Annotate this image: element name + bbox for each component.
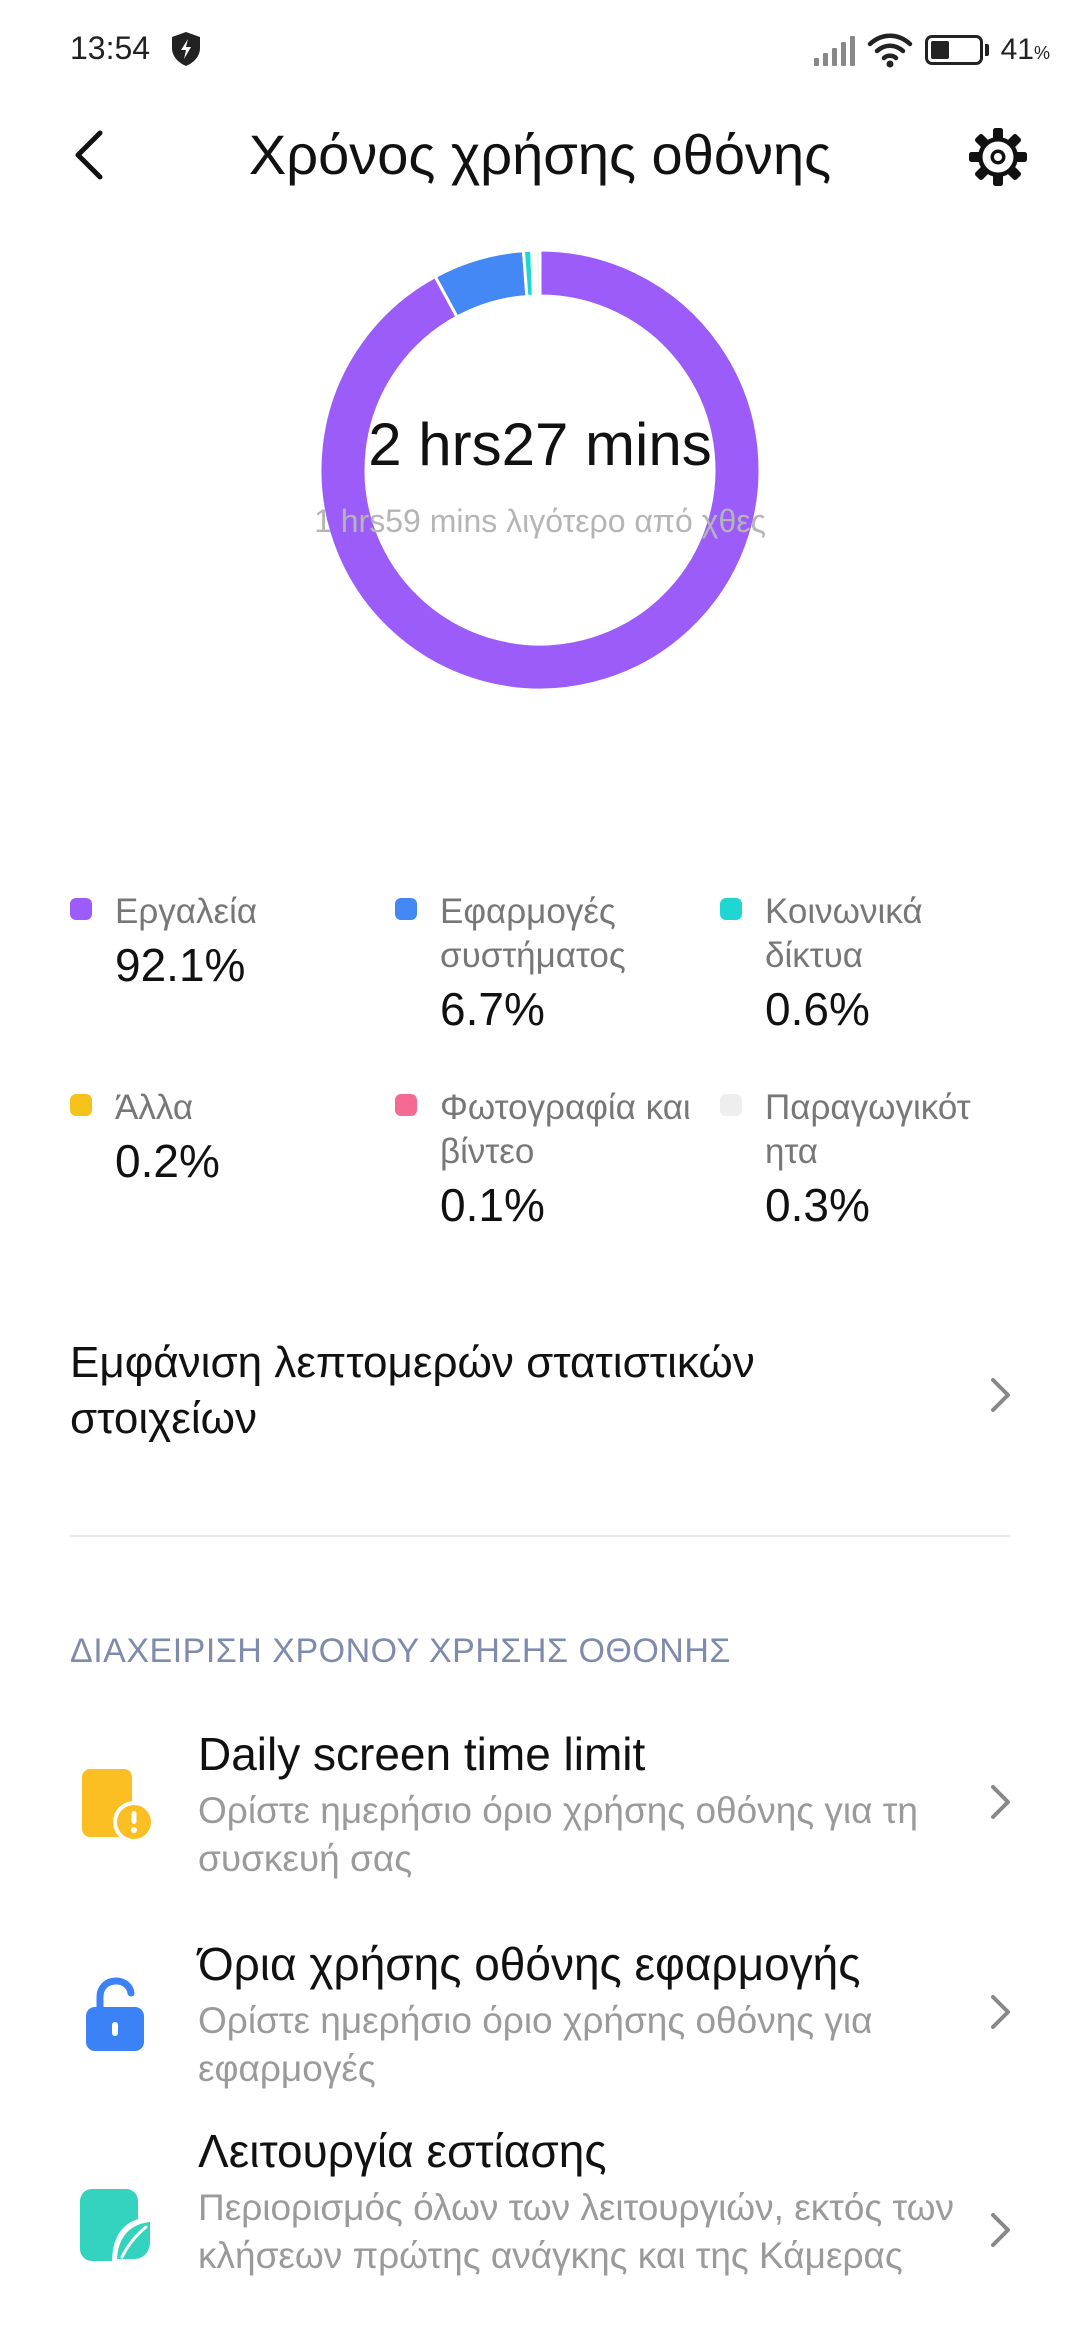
- legend-dot: [70, 898, 92, 920]
- comparison-text: 1 hrs59 mins λιγότερο από χθες: [314, 503, 766, 539]
- divider: [70, 1535, 1010, 1537]
- status-bar: 13:54 41%: [0, 0, 1080, 100]
- legend-dot: [720, 1094, 742, 1116]
- legend-value: 0.2%: [115, 1135, 220, 1187]
- legend-item-productivity: Παραγωγικότ ητα 0.3%: [720, 1086, 1020, 1236]
- legend-dot: [720, 898, 742, 920]
- legend-item-other: Άλλα 0.2%: [70, 1086, 370, 1192]
- slice-productivity: [534, 248, 542, 298]
- legend-item-photo-video: Φωτογραφία και βίντεο 0.1%: [395, 1086, 695, 1236]
- detailed-statistics-label: Εμφάνιση λεπτομερών στατιστικών στοιχείω…: [70, 1338, 755, 1443]
- app-screen-time-limits-item[interactable]: Όρια χρήσης οθόνης εφαρμογής Ορίστε ημερ…: [0, 1935, 1080, 2105]
- signal-icon: [813, 34, 855, 66]
- legend-value: 0.3%: [765, 1179, 870, 1231]
- chevron-right-icon: [991, 2213, 1010, 2247]
- battery-percent: 41%: [1000, 33, 1050, 66]
- daily-screen-time-limit-item[interactable]: Daily screen time limit Ορίστε ημερήσιο …: [0, 1725, 1080, 1895]
- legend-name: Εφαρμογές συστήματος: [440, 892, 626, 975]
- item-title: Daily screen time limit: [198, 1728, 646, 1780]
- shield-bolt-icon: [172, 32, 200, 66]
- legend-value: 92.1%: [115, 939, 246, 991]
- chevron-left-icon[interactable]: [60, 125, 120, 185]
- legend-name: Κοινωνικά δίκτυα: [765, 892, 923, 975]
- legend-name: Φωτογραφία και βίντεο: [440, 1088, 691, 1171]
- item-description: Περιορισμός όλων των λειτουργιών, εκτός …: [198, 2187, 955, 2276]
- chevron-right-icon: [991, 1995, 1010, 2029]
- focus-leaf-icon: [80, 2189, 154, 2263]
- focus-mode-item[interactable]: Λειτουργία εστίασης Περιορισμός όλων των…: [0, 2122, 1080, 2351]
- item-description: Ορίστε ημερήσιο όριο χρήσης οθόνης για τ…: [198, 1790, 918, 1879]
- section-title: ΔΙΑΧΕΙΡΙΣΗ ΧΡΟΝΟΥ ΧΡΗΣΗΣ ΟΘΟΝΗΣ: [70, 1632, 731, 1670]
- usage-donut-chart: [318, 248, 762, 692]
- total-screen-time: 2 hrs27 mins: [368, 411, 712, 478]
- chart-center: 2 hrs27 mins 1 hrs59 mins λιγότερο από χ…: [280, 410, 800, 540]
- legend-value: 0.6%: [765, 983, 870, 1035]
- battery-icon: [924, 35, 989, 65]
- detailed-statistics-row[interactable]: Εμφάνιση λεπτομερών στατιστικών στοιχείω…: [70, 1335, 1015, 1475]
- legend-item-social: Κοινωνικά δίκτυα 0.6%: [720, 890, 1020, 1040]
- legend-value: 6.7%: [440, 983, 545, 1035]
- item-description: Ορίστε ημερήσιο όριο χρήσης οθόνης για ε…: [198, 2000, 873, 2089]
- status-icons: 41%: [813, 30, 1050, 70]
- legend-dot: [395, 1094, 417, 1116]
- legend-name: Παραγωγικότ ητα: [765, 1088, 971, 1171]
- usage-chart: 2 hrs27 mins 1 hrs59 mins λιγότερο από χ…: [0, 235, 1080, 835]
- legend-item-system-apps: Εφαρμογές συστήματος 6.7%: [395, 890, 695, 1040]
- legend-name: Άλλα: [115, 1088, 194, 1127]
- slice-tools: [318, 248, 762, 692]
- phone-warning-icon: [82, 1769, 155, 1843]
- legend-dot: [70, 1094, 92, 1116]
- item-title: Λειτουργία εστίασης: [198, 2125, 607, 2177]
- battery-level-fill: [930, 41, 950, 59]
- legend-item-tools: Εργαλεία 92.1%: [70, 890, 370, 996]
- item-title: Όρια χρήσης οθόνης εφαρμογής: [198, 1938, 861, 1990]
- status-time: 13:54: [70, 30, 151, 66]
- page-title: Χρόνος χρήσης οθόνης: [248, 123, 832, 186]
- gear-icon[interactable]: [966, 125, 1030, 189]
- legend-value: 0.1%: [440, 1179, 545, 1231]
- unlock-icon: [86, 1977, 144, 2051]
- wifi-icon: [867, 33, 912, 68]
- legend-name: Εργαλεία: [115, 892, 258, 931]
- chevron-right-icon: [991, 1785, 1010, 1819]
- legend-dot: [395, 898, 417, 920]
- app-bar: Χρόνος χρήσης οθόνης: [0, 100, 1080, 235]
- chevron-right-icon: [991, 1378, 1010, 1412]
